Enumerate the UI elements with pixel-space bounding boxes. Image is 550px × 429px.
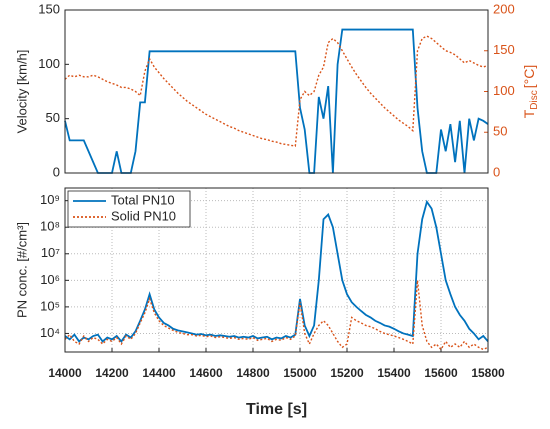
- data-line: [64, 280, 489, 351]
- legend-label: Solid PN10: [111, 208, 176, 223]
- x-tick-label: 15600: [424, 366, 458, 380]
- y-tick-label: 10⁵: [40, 298, 60, 313]
- data-line: [64, 199, 489, 343]
- y2-tick-label: 50: [493, 124, 507, 139]
- x-tick-label: 14800: [236, 366, 270, 380]
- plot-frame: [64, 9, 489, 174]
- y2-tick-label: 150: [493, 42, 515, 57]
- data-line: [64, 28, 489, 174]
- x-tick-label: 15200: [330, 366, 364, 380]
- y2-label-sub: Disc: [529, 90, 540, 109]
- y-tick-label: 10⁷: [41, 245, 60, 260]
- y2-label-unit: [°C]: [521, 65, 537, 89]
- x-tick-label: 15400: [377, 366, 411, 380]
- x-tick-label: 15000: [283, 366, 317, 380]
- x-tick-label: 14000: [48, 366, 82, 380]
- y-tick-label: 10⁶: [40, 272, 60, 287]
- y-tick-label: 10⁸: [40, 219, 60, 234]
- y2-axis-label: TDisc[°C]: [521, 65, 540, 119]
- x-tick-label: 14400: [142, 366, 176, 380]
- y2-tick-label: 100: [493, 83, 515, 98]
- y-tick-label: 150: [38, 1, 60, 16]
- x-axis-label: Time [s]: [246, 401, 307, 418]
- x-tick-label: 14600: [189, 366, 223, 380]
- data-line: [64, 35, 489, 147]
- legend-label: Total PN10: [111, 192, 175, 207]
- y-axis-label: Velocity [km/h]: [14, 50, 29, 134]
- y2-label-main: T: [521, 109, 537, 118]
- y-tick-label: 10⁴: [40, 325, 60, 340]
- x-tick-label: 15800: [471, 366, 505, 380]
- y-axis-label: PN conc. [#/cm³]: [14, 222, 29, 318]
- y2-tick-label: 200: [493, 1, 515, 16]
- x-tick-label: 14200: [95, 366, 129, 380]
- plot-area: [65, 10, 488, 173]
- y-tick-label: 50: [46, 110, 60, 125]
- y-tick-label: 10⁹: [40, 192, 60, 207]
- y2-tick-label: 0: [493, 164, 500, 179]
- legend-box: [67, 190, 191, 228]
- plot-frame: [64, 187, 489, 353]
- y-tick-label: 100: [38, 56, 60, 71]
- y-tick-label: 0: [53, 164, 60, 179]
